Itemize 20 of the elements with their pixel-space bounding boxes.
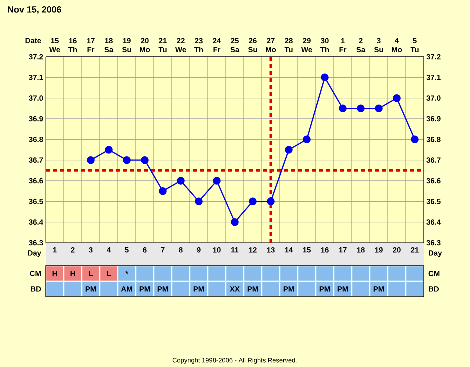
point [249, 198, 257, 206]
point [375, 104, 383, 112]
point [357, 104, 365, 112]
point [141, 156, 149, 164]
point [177, 176, 185, 185]
point [285, 146, 293, 154]
point [87, 156, 95, 164]
point [411, 136, 419, 144]
chart-title: Nov 15, 2006 [8, 6, 62, 14]
point [195, 198, 203, 206]
point [321, 74, 329, 82]
point [231, 218, 239, 226]
point [213, 176, 221, 185]
point [303, 136, 311, 144]
point [105, 146, 113, 154]
point [339, 104, 347, 112]
point [123, 156, 131, 164]
point [393, 94, 401, 102]
point [267, 198, 275, 206]
point [159, 187, 167, 196]
